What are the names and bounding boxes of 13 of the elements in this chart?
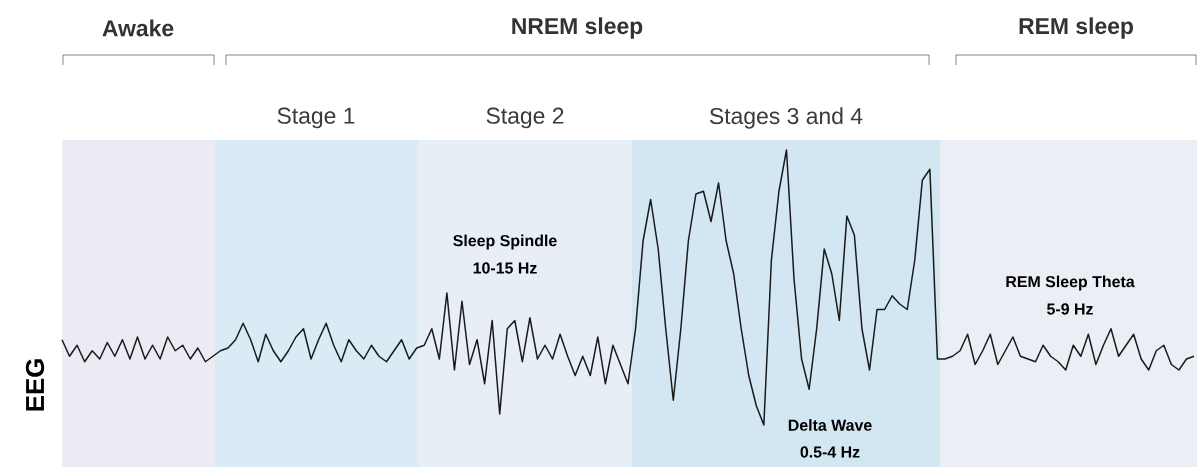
annotation: 5-9 Hz <box>1047 303 1093 315</box>
text: 0.5-4 Hz <box>800 446 860 458</box>
annotation: Sleep Spindle <box>453 234 557 250</box>
annotation: REM Sleep Theta <box>1006 275 1135 291</box>
text: Stage 1 <box>277 107 355 129</box>
text: REM sleep <box>1019 17 1133 39</box>
text: Stage 2 <box>486 107 564 129</box>
y-axis-title: EEG <box>25 359 45 411</box>
text: NREM sleep <box>512 17 643 39</box>
text: Stages 3 and 4 <box>709 107 863 129</box>
text: Awake <box>102 19 174 37</box>
annotation: 10-15 Hz <box>473 262 537 274</box>
annotation: Delta Wave <box>788 419 872 431</box>
